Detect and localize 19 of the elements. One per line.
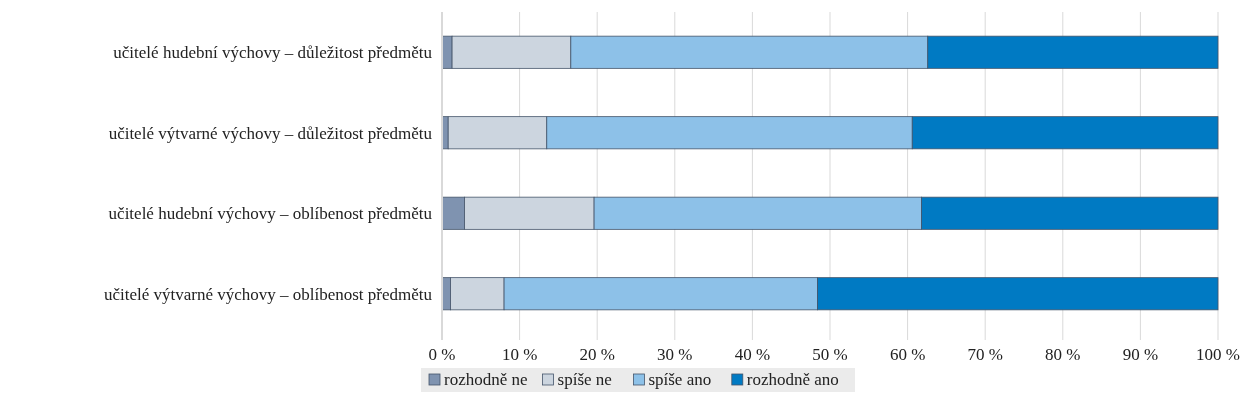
x-tick-label: 40 % bbox=[734, 345, 771, 364]
y-tick-label: učitelé výtvarné výchovy – oblíbenost předmětu bbox=[103, 284, 433, 304]
x-tick-label: 0 % bbox=[428, 345, 456, 364]
y-tick-label: učitelé hudební výchovy – důležitost předmětu bbox=[113, 43, 433, 63]
x-tick-label: 50 % bbox=[812, 345, 848, 364]
legend-label: spíše ne bbox=[557, 370, 612, 389]
legend-label: spíše ano bbox=[648, 370, 712, 389]
y-tick-label: učitelé hudební výchovy – oblíbenost předmětu bbox=[108, 204, 433, 224]
legend-label: rozhodně ne bbox=[444, 370, 528, 389]
legend-label: rozhodně ano bbox=[746, 370, 839, 389]
x-tick-label: 10 % bbox=[501, 345, 538, 364]
x-tick-label: 70 % bbox=[967, 345, 1003, 364]
x-tick-label: 90 % bbox=[1122, 345, 1159, 364]
x-tick-label: 30 % bbox=[657, 345, 693, 364]
x-tick-label: 20 % bbox=[579, 345, 615, 364]
y-tick-label: učitelé výtvarné výchovy – důležitost předmětu bbox=[108, 123, 433, 143]
x-tick-label: 100 % bbox=[1196, 345, 1240, 364]
x-tick-label: 60 % bbox=[889, 345, 926, 364]
x-tick-label: 80 % bbox=[1045, 345, 1081, 364]
